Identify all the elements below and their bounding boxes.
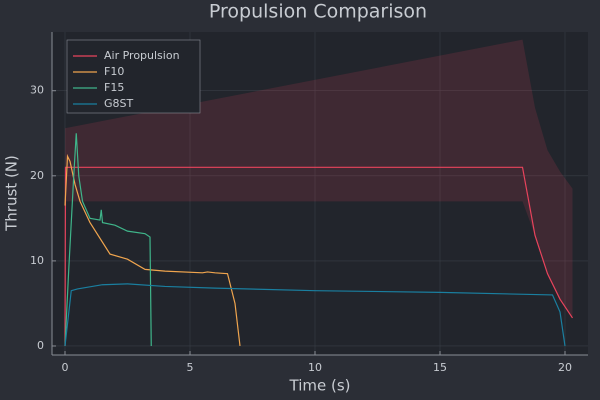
x-tick-label: 20 — [558, 361, 572, 374]
x-tick-label: 10 — [308, 361, 322, 374]
y-tick-label: 0 — [37, 339, 44, 352]
series-line — [64, 153, 241, 347]
x-tick-label: 0 — [62, 361, 69, 374]
legend-label: Air Propulsion — [104, 49, 180, 62]
legend-label: F15 — [104, 81, 124, 94]
x-axis-label: Time (s) — [289, 377, 351, 395]
legend-label: F10 — [104, 65, 124, 78]
legend-label: G8ST — [104, 97, 134, 110]
y-tick-label: 30 — [30, 84, 44, 97]
y-tick-label: 20 — [30, 169, 44, 182]
series-line — [64, 283, 566, 347]
x-tick-label: 15 — [433, 361, 447, 374]
chart-title: Propulsion Comparison — [209, 1, 427, 23]
x-tick-label: 5 — [187, 361, 194, 374]
series-line — [64, 166, 573, 346]
y-axis-label: Thrust (N) — [3, 155, 21, 232]
legend-box — [66, 39, 201, 114]
y-tick-label: 10 — [30, 254, 44, 267]
series-line — [64, 133, 152, 347]
